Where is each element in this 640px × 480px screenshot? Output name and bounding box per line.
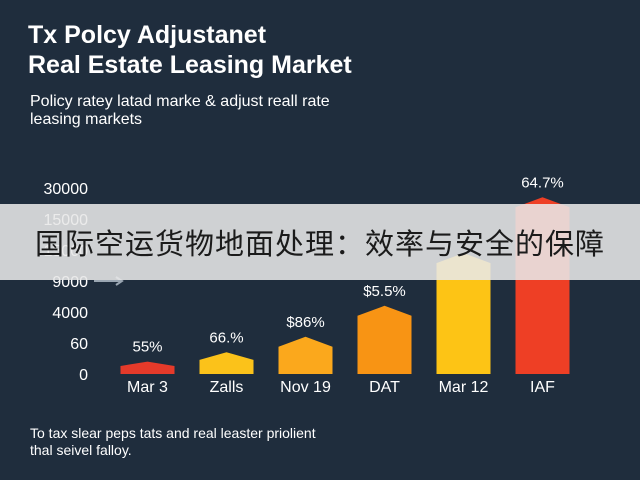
bar [278,336,333,374]
bar [199,352,254,374]
chart-subtitle-line-1: Policy ratey latad marke & adjust reall … [30,93,330,110]
chart-title-line-2: Real Estate Leasing Market [28,51,352,79]
chart-title: Tx Polcy Adjustanet Real Estate Leasing … [28,20,352,80]
x-tick-label: DAT [369,379,400,396]
x-tick-label: Mar 3 [127,379,168,396]
data-label: $5.5% [363,283,406,300]
bar [357,305,412,374]
data-label: 64.7% [521,174,564,191]
chart-footnote-line-2: thal seivel falloy. [30,442,132,458]
chart-footnote: To tax slear peps tats and real leaster … [30,425,450,459]
chart-subtitle-line-2: leasing markets [30,111,143,128]
overlay-caption-banner: 国际空运货物地面处理：效率与安全的保障 [0,204,640,280]
x-tick-label: IAF [530,379,555,396]
x-tick-label: Nov 19 [280,379,331,396]
data-label: $86% [286,314,324,331]
x-tick-label: Zalls [210,379,244,396]
chart-footnote-line-1: To tax slear peps tats and real leaster … [30,425,316,441]
y-tick-label: 0 [79,367,88,384]
chart-subtitle: Policy ratey latad marke & adjust reall … [30,93,470,129]
data-label: 55% [132,339,162,356]
y-tick-label: 30000 [44,181,89,198]
overlay-caption-text: 国际空运货物地面处理：效率与安全的保障 [34,227,605,261]
y-tick-label: 60 [70,336,88,353]
chart-title-line-1: Tx Polcy Adjustanet [28,21,267,49]
x-tick-label: Mar 12 [439,379,489,396]
data-label: 66.% [209,329,243,346]
bar [120,361,175,374]
bar [436,253,491,374]
y-tick-label: 4000 [52,305,88,322]
